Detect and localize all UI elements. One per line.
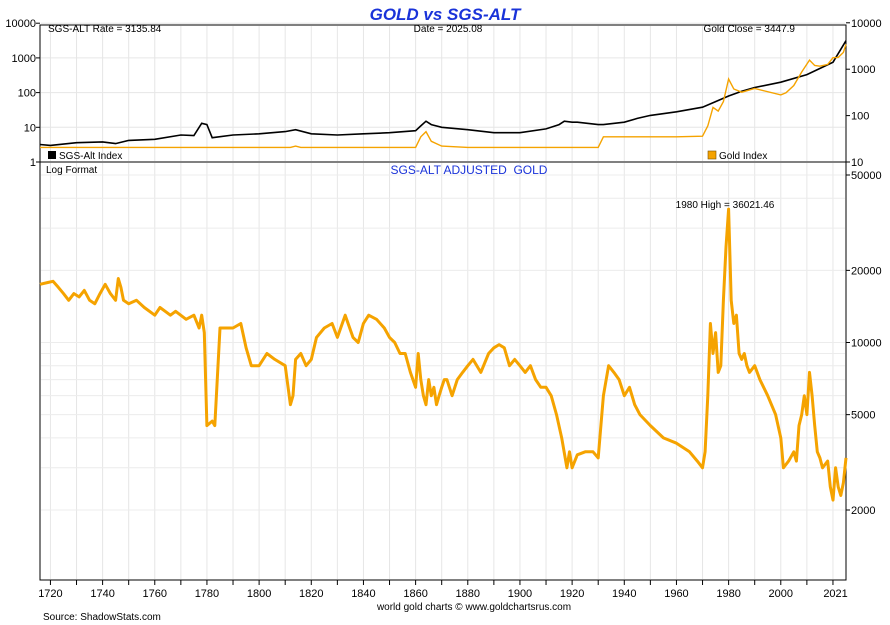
bottom-y-tick-label: 50000 bbox=[851, 170, 882, 182]
bottom-y-axis: 50000 20000 10000 5000 2000 bbox=[846, 170, 882, 517]
bottom-panel: 50000 20000 10000 5000 2000 1720 1740 1760 1780… bbox=[38, 161, 882, 600]
bottom-y-tick-label: 2000 bbox=[851, 505, 875, 517]
legend-swatch-sgs bbox=[48, 151, 56, 159]
source-label: Source: ShadowStats.com bbox=[43, 612, 161, 623]
legend-label-sgs: SGS-Alt Index bbox=[59, 151, 122, 162]
top-grid bbox=[41, 22, 845, 161]
bottom-x-tick-label: 1980 bbox=[716, 588, 740, 600]
top-left-tick-label: 1 bbox=[30, 157, 36, 169]
bottom-x-tick-label: 1780 bbox=[195, 588, 219, 600]
bottom-y-tick-label: 10000 bbox=[851, 338, 882, 350]
bottom-chart-title: SGS-ALT ADJUSTED GOLD bbox=[391, 163, 548, 177]
bottom-grid bbox=[41, 163, 845, 579]
top-right-tick-label: 10000 bbox=[851, 18, 882, 30]
legend-label-gold: Gold Index bbox=[719, 151, 767, 162]
bottom-y-tick-label: 20000 bbox=[851, 265, 882, 277]
bottom-x-tick-label: 2000 bbox=[769, 588, 793, 600]
bottom-x-tick-label: 1760 bbox=[143, 588, 167, 600]
sgs-alt-rate-label: SGS-ALT Rate = 3135.84 bbox=[48, 24, 162, 35]
bottom-x-tick-label: 1820 bbox=[299, 588, 323, 600]
bottom-x-tick-label: 2021 bbox=[823, 588, 847, 600]
top-left-axis: 10000 1000 100 10 1 bbox=[5, 18, 40, 169]
bottom-x-tick-label: 1880 bbox=[456, 588, 480, 600]
bottom-plot-area bbox=[39, 161, 847, 581]
top-right-tick-label: 10 bbox=[851, 157, 863, 169]
bottom-x-tick-label: 1840 bbox=[351, 588, 375, 600]
top-left-tick-label: 1000 bbox=[12, 53, 36, 65]
credit-label: world gold charts © www.goldchartsrus.co… bbox=[376, 602, 571, 613]
top-plot-area bbox=[39, 24, 847, 163]
legend-swatch-gold bbox=[707, 150, 717, 160]
bottom-x-tick-label: 1900 bbox=[508, 588, 532, 600]
top-left-tick-label: 10 bbox=[24, 122, 36, 134]
top-right-tick-label: 1000 bbox=[851, 64, 875, 76]
bottom-x-axis: 1720 1740 1760 1780 1800 1820 1840 1860 1880 1900… bbox=[38, 580, 848, 600]
top-left-tick-label: 10000 bbox=[5, 18, 36, 30]
chart-title: GOLD vs SGS-ALT bbox=[370, 5, 522, 24]
bottom-x-tick-label: 1940 bbox=[612, 588, 636, 600]
sgs-alt-index-line bbox=[39, 40, 847, 147]
top-right-axis: 10000 1000 100 10 bbox=[846, 18, 882, 169]
gold-close-label: Gold Close = 3447.9 bbox=[704, 24, 796, 35]
top-panel: 10000 1000 100 10 1 10000 1000 100 10 SGS-ALT R… bbox=[5, 18, 881, 169]
log-format-label: Log Format bbox=[46, 165, 97, 176]
date-label: Date = 2025.08 bbox=[414, 24, 483, 35]
bottom-y-tick-label: 5000 bbox=[851, 410, 875, 422]
top-right-tick-label: 100 bbox=[851, 111, 869, 123]
bottom-x-tick-label: 1720 bbox=[38, 588, 62, 600]
peak-annotation: 1980 High = 36021.46 bbox=[676, 200, 775, 211]
top-left-tick-label: 100 bbox=[18, 88, 36, 100]
bottom-x-tick-label: 1860 bbox=[403, 588, 427, 600]
bottom-x-tick-label: 1740 bbox=[90, 588, 114, 600]
gold-index-line bbox=[40, 44, 847, 149]
bottom-x-tick-label: 1920 bbox=[560, 588, 584, 600]
adjusted-gold-line bbox=[39, 207, 848, 502]
bottom-x-tick-label: 1960 bbox=[664, 588, 688, 600]
bottom-x-tick-label: 1800 bbox=[247, 588, 271, 600]
